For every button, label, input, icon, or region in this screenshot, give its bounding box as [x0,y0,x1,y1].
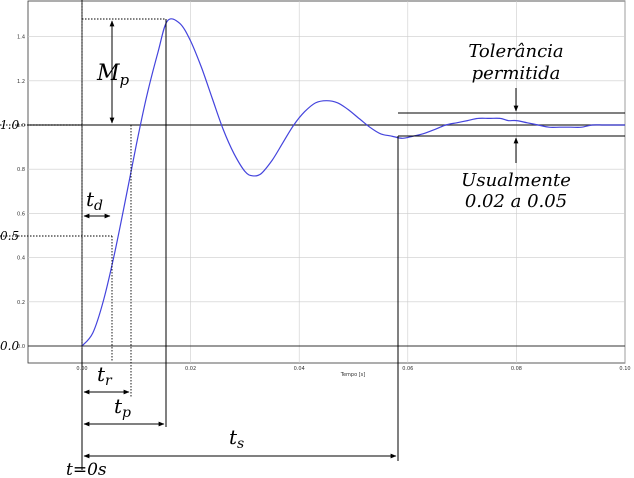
series-line-response [81,18,625,347]
tp-label: tp [114,394,131,421]
y-tick-label: 0.2 [17,300,25,306]
y-tick-label: 0.4 [17,256,25,262]
x-tick-label: 0.04 [294,366,305,372]
x-tick-label: 0.08 [511,366,522,372]
y-tick-label: 1.4 [17,35,25,41]
tr-label: tr [97,362,113,389]
usual-label-line2: 0.02 a 0.05 [465,191,567,212]
level-label-zero: 0.0 [0,339,19,353]
level-label-one: 1.0 [0,118,19,132]
x-tick-label: 0.02 [185,366,196,372]
mp-label: Mp [96,61,130,89]
usual-label-line1: Usualmente [461,170,571,191]
y-tick-label: 0.6 [17,211,25,217]
t0-label: t=0s [66,460,107,478]
y-tick-label: 1.2 [17,79,25,85]
y-tick-label: 0.8 [17,167,25,173]
y-tick-label: 1.0 [17,123,25,129]
ts-label: ts [229,425,244,452]
y-tick-label: 0.0 [17,344,25,350]
x-tick-label: 0.10 [619,366,630,372]
td-label: td [86,187,103,214]
level-label-half: 0.5 [0,229,19,243]
tolerance-label-line1: Tolerância [468,41,563,62]
x-axis-label: Tempo [s] [340,372,366,378]
x-tick-label: 0.06 [402,366,413,372]
tolerance-label-line2: permitida [472,63,561,84]
